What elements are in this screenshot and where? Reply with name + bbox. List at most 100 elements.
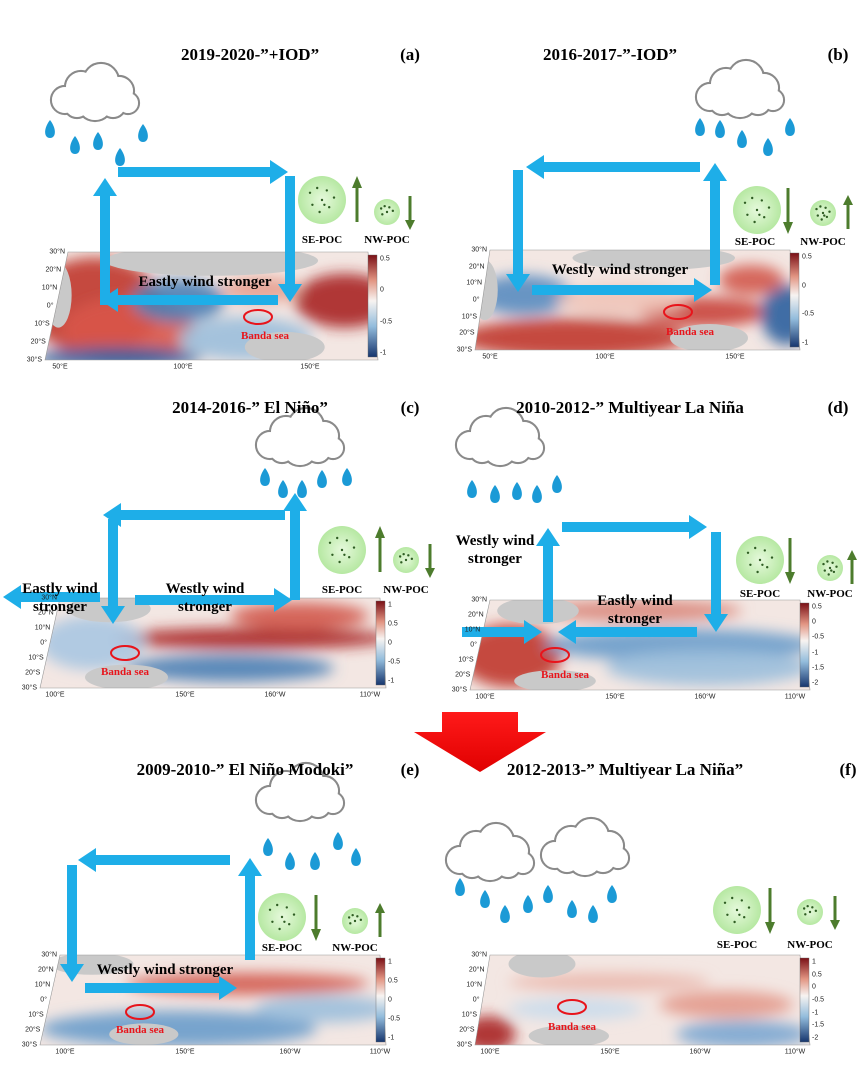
- circulation-arrow: [60, 865, 84, 982]
- circulation-arrow: [562, 515, 707, 539]
- cloud-fill: [306, 793, 330, 817]
- poc-particle: [285, 906, 288, 909]
- latitude-label: 20°S: [25, 669, 41, 677]
- latitude-label: 30°N: [471, 596, 487, 604]
- banda-sea-label: Banda sea: [541, 669, 589, 681]
- sst-map: [40, 598, 386, 688]
- poc-particle: [753, 220, 756, 224]
- colorbar-tick-label: -1: [812, 1009, 819, 1017]
- poc-particle: [770, 556, 774, 559]
- rain-drop: [297, 480, 307, 498]
- circulation-arrow: [283, 493, 307, 600]
- circulation-arrow: [93, 178, 117, 305]
- circulation-arrow-head: [100, 288, 118, 312]
- poc-particle: [336, 536, 339, 540]
- circulation-arrow-head: [238, 858, 262, 876]
- poc-particle: [400, 561, 403, 564]
- latitude-label: 20°S: [455, 671, 471, 679]
- poc-particle: [308, 191, 312, 194]
- latitude-label: 0°: [472, 296, 480, 304]
- rain-drop: [695, 118, 705, 136]
- colorbar: [375, 957, 386, 1043]
- poc-particle: [743, 201, 747, 204]
- rain-drop: [737, 130, 747, 148]
- anomaly: [116, 627, 386, 650]
- poc-particle: [404, 558, 408, 562]
- circulation-arrow-head: [3, 585, 21, 609]
- poc-particle: [758, 213, 761, 216]
- wind-label: Westly wind stronger: [551, 262, 689, 278]
- anomaly: [659, 991, 794, 1018]
- longitude-label: 160°W: [264, 691, 286, 699]
- land: [528, 1025, 609, 1045]
- longitude-label: 110°W: [359, 691, 381, 699]
- poc-particle: [802, 907, 806, 910]
- poc-particle: [316, 186, 319, 190]
- latitude-label: 20°S: [25, 1026, 41, 1034]
- poc-particle: [755, 208, 759, 212]
- banda-sea-marker: [110, 645, 140, 661]
- map-frame: [469, 599, 811, 691]
- colorbar-tick-label: 0.5: [812, 971, 822, 979]
- poc-particle: [276, 903, 279, 907]
- colorbar-tick-label: 0: [380, 286, 384, 294]
- circulation-arrow: [101, 519, 125, 624]
- circulation-arrow: [238, 858, 262, 960]
- wind-label: Eastly wind stronger: [597, 593, 673, 627]
- poc-trend-arrow-head: [311, 929, 321, 941]
- longitude-label: 150°E: [600, 1048, 620, 1056]
- latitude-label: 30°S: [26, 356, 42, 364]
- poc-trend-arrow-head: [830, 920, 840, 930]
- circulation-arrow-head: [274, 588, 292, 612]
- poc-trend-arrow: [847, 550, 857, 584]
- poc-trend-arrow: [375, 526, 385, 572]
- land: [514, 670, 596, 690]
- poc-particle: [743, 916, 746, 919]
- cloud-fill: [270, 438, 294, 462]
- longitude-label: 100°E: [45, 691, 65, 699]
- colorbar-tick-label: -2: [812, 1034, 819, 1042]
- se-poc-label: SE-POC: [321, 584, 363, 596]
- land: [670, 324, 748, 350]
- poc-trend-arrow-head: [847, 550, 857, 560]
- rain-drop: [342, 468, 352, 486]
- circulation-arrow-head: [101, 606, 125, 624]
- circulation-arrow-head: [526, 155, 544, 179]
- poc-particle: [760, 199, 763, 202]
- poc-trend-arrow: [783, 188, 793, 234]
- circulation-arrow: [526, 155, 700, 179]
- poc-particle: [318, 210, 321, 214]
- poc-particle: [767, 206, 771, 209]
- rain-drop: [532, 485, 542, 503]
- anomaly: [40, 1010, 317, 1045]
- circulation-arrow: [278, 176, 302, 302]
- anomaly: [718, 265, 784, 295]
- poc-particle: [328, 206, 331, 209]
- colorbar-tick-label: -0.5: [812, 633, 825, 641]
- poc-particle: [754, 546, 757, 550]
- panel-label: (b): [827, 45, 849, 64]
- circulation-arrow: [703, 163, 727, 285]
- colorbar-tick-label: -2: [812, 679, 819, 687]
- poc-particle: [332, 196, 336, 199]
- rain-drop: [567, 900, 577, 918]
- colorbar-tick-label: -1.5: [812, 664, 825, 672]
- rain-drop: [523, 895, 533, 913]
- cloud-fill: [470, 438, 494, 462]
- latitude-label: 10°S: [34, 320, 50, 328]
- map-frame: [474, 954, 811, 1046]
- se-poc-label: SE-POC: [734, 236, 776, 248]
- circulation-arrow-head: [524, 620, 542, 644]
- poc-trend-arrow-head: [785, 572, 795, 584]
- circulation-arrow: [558, 620, 697, 644]
- rain-drop: [490, 485, 500, 503]
- colorbar-tick-label: -1: [380, 349, 387, 357]
- cloud: [539, 816, 631, 878]
- poc-particle: [830, 569, 833, 572]
- anomaly: [676, 1020, 810, 1045]
- colorbar-tick-label: -0.5: [388, 1015, 401, 1023]
- land: [109, 1023, 179, 1045]
- latitude-label: 10°S: [461, 313, 477, 321]
- latitude-label: 20°N: [38, 966, 54, 974]
